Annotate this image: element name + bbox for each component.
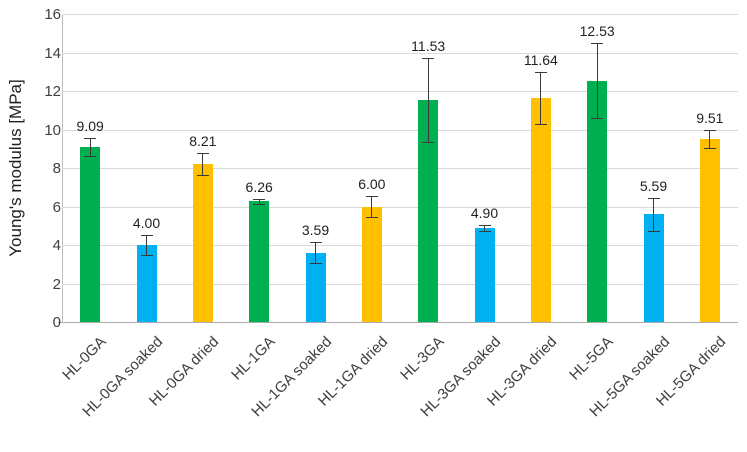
y-tick-label: 2 <box>52 275 61 293</box>
value-label: 6.00 <box>358 175 386 192</box>
gridline <box>62 206 738 208</box>
error-bar <box>478 230 491 232</box>
error-bar <box>196 174 209 176</box>
value-label: 5.59 <box>639 178 668 195</box>
value-label: 4.00 <box>132 215 161 232</box>
bar-HL-3GA soaked <box>474 227 495 322</box>
error-bar <box>202 153 204 175</box>
y-tick-label: 8 <box>52 160 61 177</box>
y-tick-label: 16 <box>44 6 61 23</box>
y-tick-label: 6 <box>52 198 61 216</box>
bar-HL-1GA dried <box>361 206 382 322</box>
error-bar <box>703 147 716 149</box>
x-tick-label: HL-5GA <box>566 333 617 384</box>
error-bar <box>596 43 598 119</box>
gridline <box>62 14 738 15</box>
bar-HL-0GA <box>80 147 101 322</box>
error-bar <box>253 203 266 205</box>
plot-area: 9.09 4.00 8.21 6.26 3.59 6.00 11.53 4.90 11.64 12… <box>62 14 738 322</box>
error-bar <box>422 142 435 144</box>
value-label: 8.21 <box>189 133 217 150</box>
error-bar <box>253 199 266 201</box>
error-bar <box>540 71 542 124</box>
bar-HL-0GA soaked <box>136 245 157 322</box>
y-tick-label: 0 <box>52 314 61 331</box>
error-bar <box>258 199 260 204</box>
value-label: 4.90 <box>470 204 499 221</box>
error-bar <box>427 57 429 143</box>
error-bar <box>534 123 547 125</box>
bar-HL-3GA <box>418 100 439 322</box>
y-tick-label: 4 <box>52 237 61 254</box>
x-axis-line <box>58 322 738 323</box>
gridline <box>62 168 738 169</box>
gridline <box>62 129 738 131</box>
x-tick-label: HL-1GA <box>228 333 279 384</box>
error-bar <box>591 118 604 120</box>
error-bar <box>196 153 209 155</box>
x-tick-label: HL-0GA <box>59 333 110 384</box>
gridline <box>62 52 738 54</box>
bar-HL-1GA soaked <box>305 252 326 322</box>
error-bar <box>653 198 654 231</box>
error-bar <box>703 130 716 132</box>
error-bar <box>478 224 491 226</box>
x-tick-label: HL-3GA <box>397 333 448 384</box>
error-bar <box>591 43 604 45</box>
value-label: 11.64 <box>523 51 558 68</box>
error-bar <box>647 198 660 200</box>
error-bar <box>422 57 435 59</box>
value-label: 11.53 <box>411 37 446 54</box>
error-bar <box>371 195 373 218</box>
error-bar <box>140 254 153 256</box>
error-bar <box>89 138 91 156</box>
error-bar <box>315 242 316 264</box>
y-tick-label: 12 <box>44 83 61 100</box>
error-bar <box>84 138 97 140</box>
bar-HL-5GA <box>587 80 608 322</box>
error-bar <box>365 217 378 219</box>
error-bar <box>647 230 660 232</box>
error-bar <box>534 71 547 73</box>
value-label: 9.09 <box>76 118 104 135</box>
value-label: 3.59 <box>301 222 330 239</box>
value-label: 12.53 <box>579 23 615 40</box>
error-bar <box>309 242 322 244</box>
y-tick-label: 14 <box>44 44 61 62</box>
value-label: 9.51 <box>696 110 724 127</box>
gridline <box>62 91 738 92</box>
bar-HL-5GA dried <box>699 138 720 322</box>
error-bar <box>709 130 711 148</box>
bar-HL-0GA dried <box>192 163 213 322</box>
bar-HL-5GA soaked <box>643 214 664 322</box>
error-bar <box>146 235 147 255</box>
bar-HL-1GA <box>249 201 270 322</box>
error-bar <box>309 263 322 265</box>
bar-HL-3GA dried <box>530 97 551 322</box>
y-tick-label: 10 <box>44 121 61 139</box>
value-label: 6.26 <box>245 179 273 196</box>
error-bar <box>140 235 153 237</box>
error-bar <box>484 224 485 231</box>
gridline <box>62 245 738 246</box>
error-bar <box>365 195 378 197</box>
error-bar <box>84 155 97 157</box>
gridline <box>62 283 738 285</box>
